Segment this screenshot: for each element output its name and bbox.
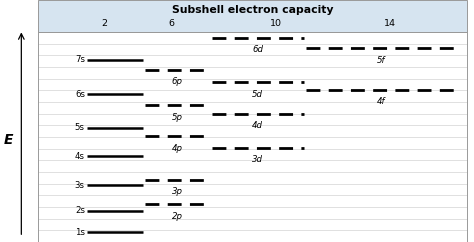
- Text: 6: 6: [168, 19, 174, 28]
- Text: Subshell electron capacity: Subshell electron capacity: [172, 5, 333, 15]
- Text: 4s: 4s: [75, 151, 85, 161]
- Text: 2: 2: [101, 19, 108, 28]
- Text: 2s: 2s: [75, 206, 85, 215]
- Text: 2p: 2p: [172, 212, 183, 221]
- Text: 3s: 3s: [75, 181, 85, 190]
- Text: 5f: 5f: [377, 56, 385, 65]
- Text: 14: 14: [383, 19, 396, 28]
- Text: 10: 10: [270, 19, 282, 28]
- Text: 4p: 4p: [172, 144, 183, 152]
- Text: 5p: 5p: [172, 113, 183, 121]
- Text: 5d: 5d: [252, 90, 263, 98]
- Text: 1s: 1s: [75, 228, 85, 237]
- Text: 6d: 6d: [252, 45, 263, 54]
- Text: 7s: 7s: [75, 55, 85, 64]
- Text: 3p: 3p: [172, 187, 183, 196]
- Text: 6p: 6p: [172, 77, 183, 86]
- FancyBboxPatch shape: [38, 0, 467, 32]
- Text: E: E: [4, 133, 13, 147]
- Text: 6s: 6s: [75, 90, 85, 99]
- Text: 4f: 4f: [377, 97, 385, 106]
- Text: 4d: 4d: [252, 121, 263, 130]
- Text: 3d: 3d: [252, 155, 263, 164]
- Text: 5s: 5s: [75, 123, 85, 132]
